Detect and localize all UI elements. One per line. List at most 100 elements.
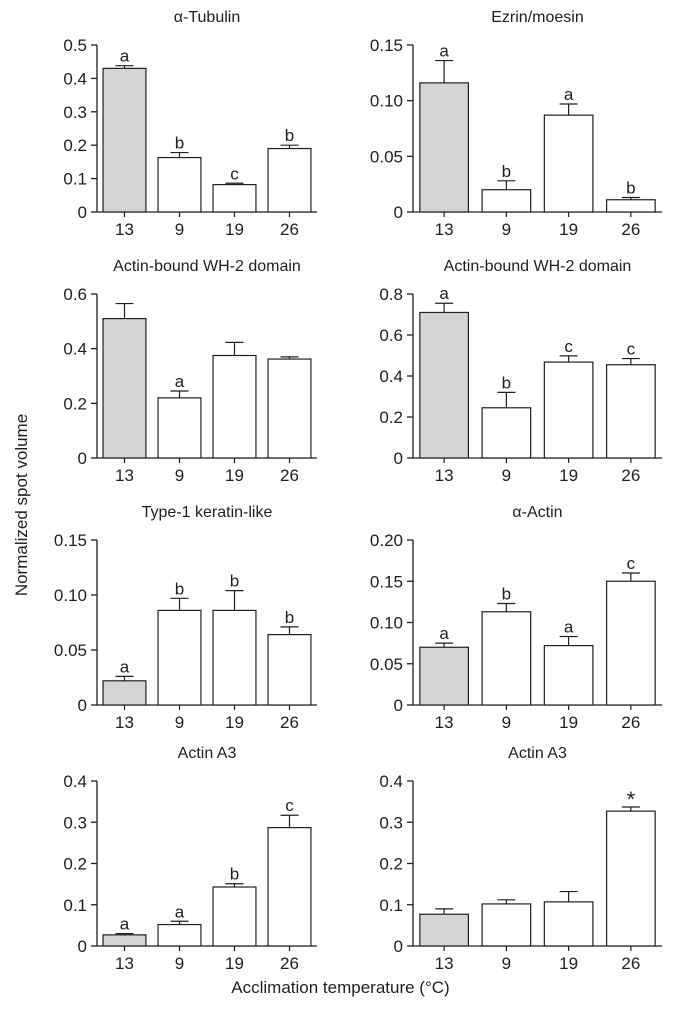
bar [481, 407, 532, 459]
y-axis-label: Normalized spot volume [12, 413, 31, 597]
bar [543, 644, 594, 706]
y-tick-label: 0.10 [370, 92, 403, 111]
x-tick-label: 19 [225, 220, 244, 239]
significance-label: b [230, 865, 239, 884]
significance-label: b [502, 162, 511, 181]
y-tick-label: 0.8 [379, 285, 403, 304]
significance-label: b [285, 126, 294, 145]
significance-label: a [120, 915, 130, 934]
significance-label: a [120, 47, 130, 66]
significance-label: b [626, 179, 635, 198]
x-tick-label: 13 [435, 220, 454, 239]
bar [267, 633, 312, 706]
x-tick-label: 19 [559, 220, 578, 239]
y-tick-label: 0.4 [63, 69, 87, 88]
x-tick-label: 19 [225, 713, 244, 732]
significance-label: b [502, 373, 511, 392]
y-tick-label: 0.10 [54, 586, 87, 605]
significance-label: b [175, 134, 184, 153]
bar [157, 923, 202, 947]
bar [102, 680, 147, 706]
x-tick-label: 13 [115, 220, 134, 239]
significance-label: a [439, 42, 449, 61]
significance-label: a [175, 902, 185, 921]
x-tick-label: 26 [280, 220, 299, 239]
x-tick-label: 9 [175, 954, 184, 973]
y-tick-label: 0.20 [370, 531, 403, 550]
bar [419, 913, 470, 947]
x-tick-label: 13 [435, 466, 454, 485]
y-tick-label: 0.10 [370, 614, 403, 633]
chart-title: Actin A3 [508, 745, 567, 762]
y-tick-label: 0.6 [379, 326, 403, 345]
bar [481, 611, 532, 706]
chart-title: α-Actin [512, 504, 562, 521]
x-tick-label: 9 [175, 220, 184, 239]
y-tick-label: 0 [78, 203, 87, 222]
bar [157, 397, 202, 459]
y-tick-label: 0 [78, 696, 87, 715]
bar [102, 67, 147, 213]
x-tick-label: 9 [502, 954, 511, 973]
chart-title: Actin-bound WH-2 domain [444, 258, 632, 275]
chart-title: Actin A3 [178, 745, 237, 762]
bar [157, 156, 202, 213]
significance-label: b [230, 572, 239, 591]
significance-label: c [627, 554, 636, 573]
bar [419, 82, 470, 213]
x-tick-label: 26 [621, 220, 640, 239]
bar [481, 903, 532, 947]
y-tick-label: 0.05 [370, 147, 403, 166]
bar [543, 361, 594, 459]
bar [267, 147, 312, 213]
x-tick-label: 13 [435, 713, 454, 732]
significance-label: a [175, 372, 185, 391]
chart-title: α-Tubulin [174, 9, 240, 26]
x-tick-label: 26 [280, 954, 299, 973]
significance-label: a [120, 657, 130, 676]
x-tick-label: 13 [435, 954, 454, 973]
significance-label: c [230, 164, 239, 183]
y-tick-label: 0.15 [54, 531, 87, 550]
y-tick-label: 0.1 [379, 896, 403, 915]
y-tick-label: 0.5 [63, 36, 87, 55]
bar [419, 646, 470, 706]
y-tick-label: 0 [394, 449, 403, 468]
significance-label: a [564, 85, 574, 104]
y-tick-label: 0 [394, 696, 403, 715]
y-tick-label: 0.2 [63, 136, 87, 155]
y-tick-label: 0.3 [63, 813, 87, 832]
y-tick-label: 0.1 [63, 170, 87, 189]
significance-label: a [564, 618, 574, 637]
bar [212, 354, 257, 459]
y-tick-label: 0.2 [63, 855, 87, 874]
y-tick-label: 0.05 [54, 641, 87, 660]
x-tick-label: 19 [559, 713, 578, 732]
x-tick-label: 13 [115, 466, 134, 485]
y-tick-label: 0.05 [370, 655, 403, 674]
significance-label: c [627, 340, 636, 359]
bar [212, 609, 257, 706]
bar [419, 311, 470, 459]
y-tick-label: 0.6 [63, 285, 87, 304]
y-tick-label: 0.3 [63, 103, 87, 122]
x-tick-label: 26 [621, 466, 640, 485]
bar [481, 189, 532, 213]
y-tick-label: 0.15 [370, 36, 403, 55]
y-tick-label: 0.2 [379, 855, 403, 874]
bar [605, 810, 656, 947]
significance-label: b [175, 579, 184, 598]
bar [605, 580, 656, 706]
y-tick-label: 0.15 [370, 572, 403, 591]
significance-label: a [439, 624, 449, 643]
x-tick-label: 13 [115, 713, 134, 732]
bar [267, 358, 312, 459]
y-tick-label: 0.4 [379, 367, 403, 386]
significance-label: a [439, 284, 449, 303]
x-tick-label: 9 [175, 713, 184, 732]
chart-title: Ezrin/moesin [491, 9, 583, 26]
x-axis-label: Acclimation temperature (°C) [231, 978, 450, 997]
y-tick-label: 0 [78, 449, 87, 468]
y-tick-label: 0 [394, 937, 403, 956]
